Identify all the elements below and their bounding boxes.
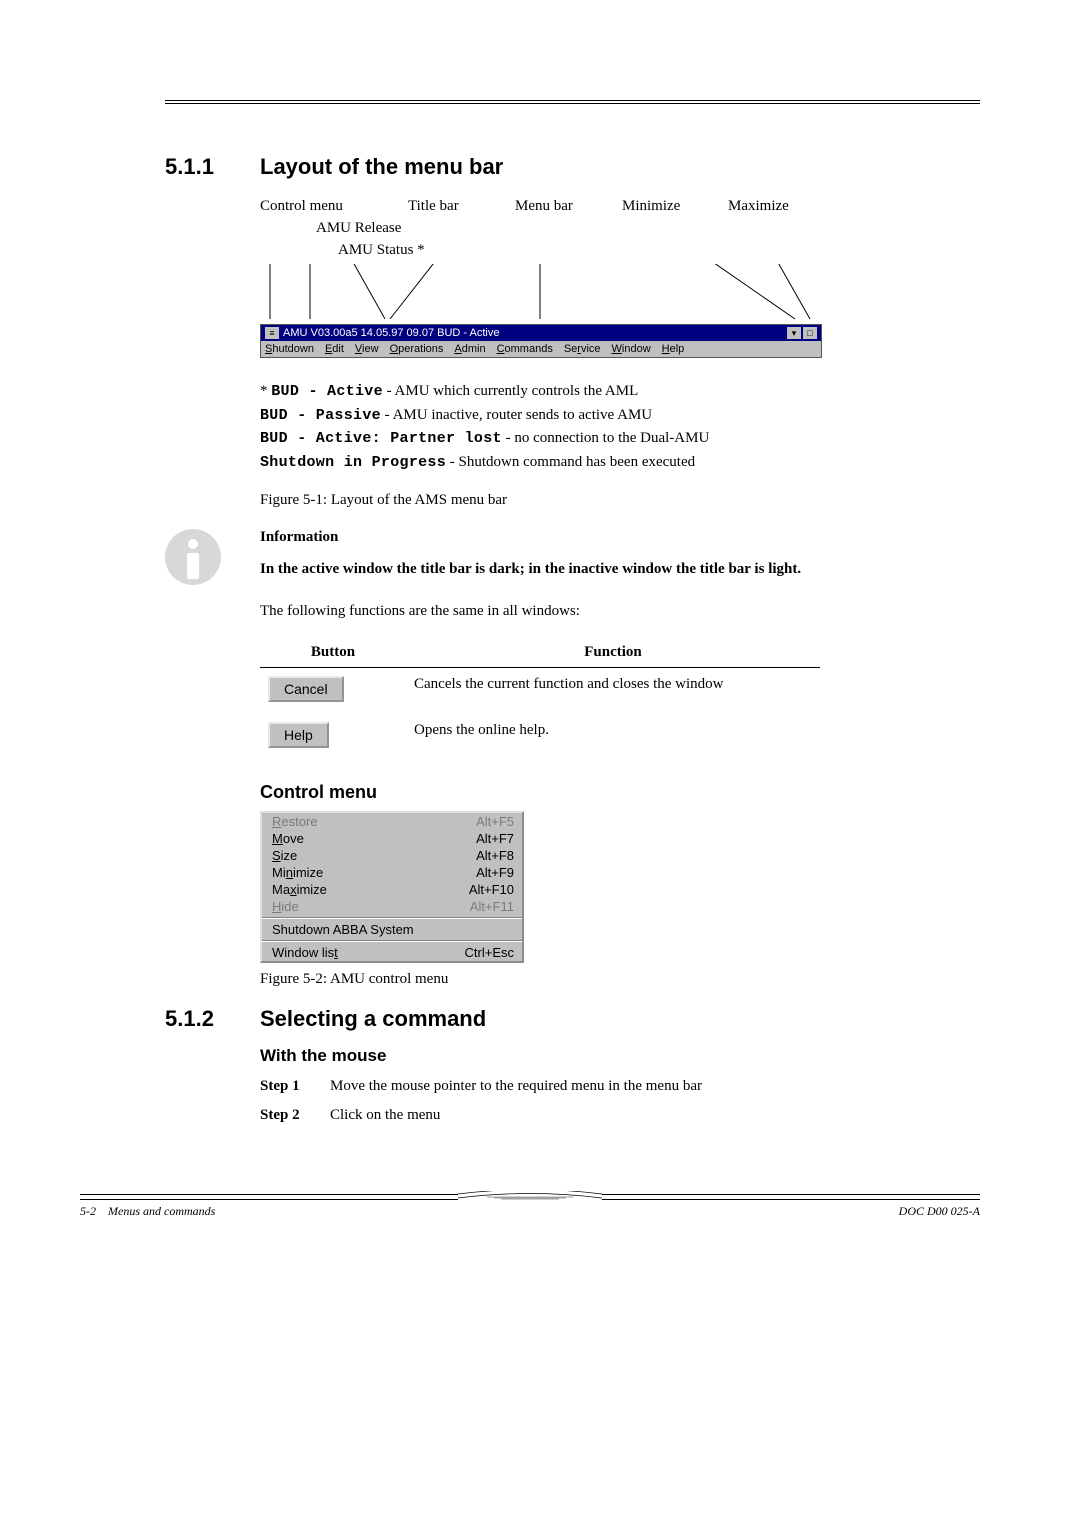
expl-code-4: Shutdown in Progress bbox=[260, 454, 446, 471]
information-block: Information In the active window the tit… bbox=[165, 527, 980, 585]
label-amu-release: AMU Release bbox=[316, 220, 401, 237]
section-number: 5.1.1 bbox=[165, 154, 260, 180]
step-2-label: Step 2 bbox=[260, 1107, 330, 1124]
label-minimize: Minimize bbox=[622, 198, 680, 215]
minimize-icon: ▾ bbox=[787, 327, 801, 339]
menu-edit: Edit bbox=[325, 343, 344, 355]
leader-lines bbox=[260, 264, 980, 324]
expl-code-3: BUD - Active: Partner lost bbox=[260, 430, 502, 447]
footer-chapter: Menus and commands bbox=[108, 1204, 215, 1218]
figure-5-1-caption: Figure 5-1: Layout of the AMS menu bar bbox=[260, 492, 980, 509]
expl-text-4: - Shutdown command has been executed bbox=[446, 454, 695, 470]
top-rule bbox=[165, 100, 980, 104]
menu-view: View bbox=[355, 343, 379, 355]
info-paragraph: In the active window the title bar is da… bbox=[260, 559, 801, 581]
ctrl-shutdown: Shutdown ABBA System bbox=[262, 921, 522, 938]
control-menu-heading: Control menu bbox=[260, 782, 980, 803]
help-button: Help bbox=[268, 722, 329, 748]
status-explanation: * BUD - Active - AMU which currently con… bbox=[260, 380, 980, 474]
menu-row: Shutdown Edit View Operations Admin Comm… bbox=[261, 341, 821, 357]
label-amu-status: AMU Status * bbox=[338, 242, 425, 259]
ctrl-move: MoveAlt+F7 bbox=[262, 830, 522, 847]
control-menu-screenshot: RestoreAlt+F5 MoveAlt+F7 SizeAlt+F8 Mini… bbox=[260, 811, 524, 963]
cancel-button: Cancel bbox=[268, 676, 344, 702]
ctrl-size: SizeAlt+F8 bbox=[262, 847, 522, 864]
cell-help-button: Help bbox=[260, 714, 406, 760]
expl-text-3: - no connection to the Dual-AMU bbox=[502, 430, 709, 446]
footer-page-num: 5-2 bbox=[80, 1204, 96, 1218]
window-titlebar: ≡ AMU V03.00a5 14.05.97 09.07 BUD - Acti… bbox=[261, 325, 821, 341]
ctrl-maximize: MaximizeAlt+F10 bbox=[262, 881, 522, 898]
expl-code-1: BUD - Active bbox=[271, 383, 383, 400]
with-the-mouse-heading: With the mouse bbox=[260, 1046, 980, 1066]
expl-star: * bbox=[260, 383, 271, 399]
ctrl-restore: RestoreAlt+F5 bbox=[262, 813, 522, 830]
section-5-1-2-row: 5.1.2 Selecting a command bbox=[165, 1006, 980, 1032]
menu-help: Help bbox=[662, 343, 685, 355]
menu-shutdown: Shutdown bbox=[265, 343, 314, 355]
label-title-bar: Title bar bbox=[408, 198, 459, 215]
expl-line-4: Shutdown in Progress - Shutdown command … bbox=[260, 451, 980, 475]
section-title-2: Selecting a command bbox=[260, 1006, 486, 1032]
cell-cancel-text: Cancels the current function and closes … bbox=[406, 668, 820, 715]
menu-admin: Admin bbox=[454, 343, 485, 355]
ctrl-minimize: MinimizeAlt+F9 bbox=[262, 864, 522, 881]
cell-cancel-button: Cancel bbox=[260, 668, 406, 715]
col-function: Function bbox=[406, 638, 820, 668]
menu-window: Window bbox=[612, 343, 651, 355]
section-5-1-1-row: 5.1.1 Layout of the menu bar bbox=[165, 154, 980, 180]
expl-text-1: - AMU which currently controls the AML bbox=[383, 383, 638, 399]
menubar-screenshot: ≡ AMU V03.00a5 14.05.97 09.07 BUD - Acti… bbox=[260, 324, 822, 358]
label-menu-bar: Menu bar bbox=[515, 198, 573, 215]
info-icon bbox=[165, 529, 221, 585]
ctrl-window-list: Window listCtrl+Esc bbox=[262, 944, 522, 961]
figure-5-1: Control menu Title bar Menu bar Minimize… bbox=[260, 198, 980, 358]
menu-service: Service bbox=[564, 343, 601, 355]
label-maximize: Maximize bbox=[728, 198, 789, 215]
footer-doc-id: DOC D00 025-A bbox=[899, 1204, 980, 1219]
section-title: Layout of the menu bar bbox=[260, 154, 503, 180]
label-control-menu: Control menu bbox=[260, 198, 343, 215]
step-1-row: Step 1 Move the mouse pointer to the req… bbox=[260, 1078, 980, 1095]
window-title-text: AMU V03.00a5 14.05.97 09.07 BUD - Active bbox=[283, 327, 787, 339]
button-function-table: Button Function Cancel Cancels the curre… bbox=[260, 638, 820, 760]
system-menu-icon: ≡ bbox=[265, 327, 279, 339]
expl-code-2: BUD - Passive bbox=[260, 407, 381, 424]
expl-line-2: BUD - Passive - AMU inactive, router sen… bbox=[260, 404, 980, 428]
expl-line-1: * BUD - Active - AMU which currently con… bbox=[260, 380, 980, 404]
expl-text-2: - AMU inactive, router sends to active A… bbox=[381, 407, 652, 423]
figure-5-2-caption: Figure 5-2: AMU control menu bbox=[260, 971, 980, 988]
cell-help-text: Opens the online help. bbox=[406, 714, 820, 760]
maximize-icon: □ bbox=[803, 327, 817, 339]
menu-operations: Operations bbox=[390, 343, 444, 355]
info-heading: Information bbox=[260, 527, 801, 549]
step-2-text: Click on the menu bbox=[330, 1107, 440, 1124]
intro-paragraph: The following functions are the same in … bbox=[260, 603, 980, 620]
footer-left: 5-2 Menus and commands bbox=[80, 1204, 215, 1219]
step-1-label: Step 1 bbox=[260, 1078, 330, 1095]
page-footer: 5-2 Menus and commands DOC D00 025-A bbox=[80, 1194, 980, 1219]
expl-line-3: BUD - Active: Partner lost - no connecti… bbox=[260, 427, 980, 451]
col-button: Button bbox=[260, 638, 406, 668]
step-1-text: Move the mouse pointer to the required m… bbox=[330, 1078, 702, 1095]
section-number-2: 5.1.2 bbox=[165, 1006, 260, 1032]
step-2-row: Step 2 Click on the menu bbox=[260, 1107, 980, 1124]
menu-commands: Commands bbox=[497, 343, 553, 355]
ctrl-hide: HideAlt+F11 bbox=[262, 898, 522, 915]
